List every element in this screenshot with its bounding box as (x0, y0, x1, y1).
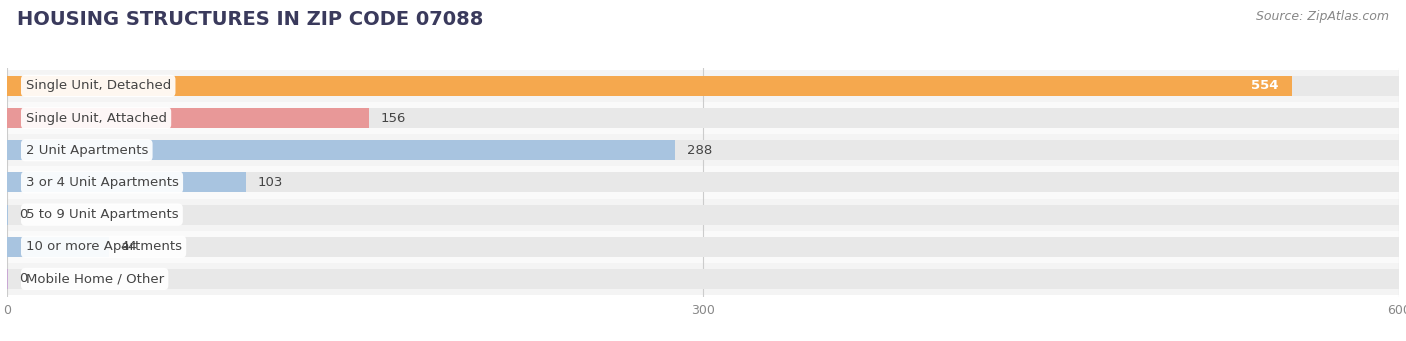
Text: 10 or more Apartments: 10 or more Apartments (25, 240, 181, 253)
Text: 288: 288 (686, 144, 711, 157)
Text: 44: 44 (121, 240, 138, 253)
Bar (7, 205, 1399, 225)
Bar (7, 102, 1399, 134)
Bar (7, 76, 1399, 96)
Bar (7, 263, 1399, 295)
Text: Single Unit, Attached: Single Unit, Attached (25, 112, 166, 124)
Bar (7, 70, 1399, 102)
Text: Single Unit, Detached: Single Unit, Detached (25, 79, 172, 92)
Bar (7, 237, 1399, 257)
Bar (7, 231, 1399, 263)
Bar (7, 237, 110, 257)
Bar (7, 140, 675, 160)
Text: 0: 0 (18, 208, 27, 221)
Bar (7, 76, 1292, 96)
Text: 0: 0 (18, 272, 27, 285)
Text: 3 or 4 Unit Apartments: 3 or 4 Unit Apartments (25, 176, 179, 189)
Text: Source: ZipAtlas.com: Source: ZipAtlas.com (1256, 10, 1389, 23)
Text: 103: 103 (257, 176, 283, 189)
Text: HOUSING STRUCTURES IN ZIP CODE 07088: HOUSING STRUCTURES IN ZIP CODE 07088 (17, 10, 484, 29)
Bar (7, 173, 1399, 192)
Bar (7, 108, 1399, 128)
Text: 554: 554 (1251, 79, 1278, 92)
Text: Mobile Home / Other: Mobile Home / Other (25, 272, 163, 285)
Text: 2 Unit Apartments: 2 Unit Apartments (25, 144, 148, 157)
Bar (7, 166, 1399, 198)
Bar (7, 173, 246, 192)
Bar (7, 108, 368, 128)
Bar (7, 198, 1399, 231)
Bar (7, 134, 1399, 166)
Text: 156: 156 (381, 112, 406, 124)
Bar (7, 269, 1399, 289)
Bar (7, 140, 1399, 160)
Text: 5 to 9 Unit Apartments: 5 to 9 Unit Apartments (25, 208, 179, 221)
